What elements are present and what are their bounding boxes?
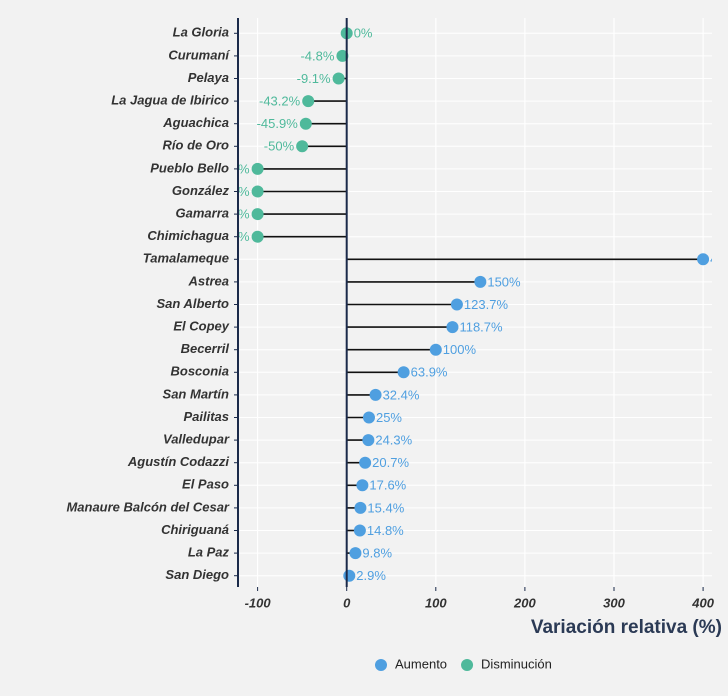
dot — [251, 162, 264, 175]
dot — [349, 547, 362, 560]
x-tick-label: 0 — [343, 595, 351, 610]
dot — [251, 208, 264, 221]
dot — [296, 140, 309, 153]
dot — [251, 230, 264, 243]
value-label: 123.7% — [464, 297, 509, 312]
value-label: 118.7% — [459, 320, 503, 335]
x-tick-label: 300 — [603, 595, 625, 610]
value-label: -100% — [212, 184, 250, 199]
dot — [299, 117, 312, 130]
value-label: -50% — [264, 139, 295, 154]
dot — [446, 321, 459, 334]
dot — [336, 49, 349, 62]
y-tick-label: San Alberto — [157, 296, 230, 311]
value-label: 100% — [443, 342, 477, 357]
dot — [302, 95, 315, 108]
y-tick-label: Pelaya — [188, 70, 229, 85]
y-tick-label: Aguachica — [162, 115, 229, 130]
y-tick-label: Río de Oro — [163, 138, 230, 153]
value-label: -43.2% — [259, 94, 301, 109]
x-tick-label: -100 — [245, 595, 272, 610]
value-label: 9.8% — [362, 546, 392, 561]
dot — [251, 185, 264, 198]
dot — [362, 411, 375, 424]
y-tick-label: Curumaní — [168, 47, 230, 62]
value-label: 17.6% — [369, 478, 406, 493]
y-tick-label: El Copey — [173, 319, 229, 334]
dot — [697, 253, 710, 266]
dot — [332, 72, 345, 85]
value-label: 0% — [354, 26, 373, 41]
x-tick-label: 100 — [425, 595, 447, 610]
legend-label: Disminución — [481, 656, 552, 671]
dot — [450, 298, 463, 311]
y-tick-label: El Paso — [182, 477, 229, 492]
y-tick-label: Tamalameque — [143, 251, 229, 266]
y-tick-label: Bosconia — [170, 364, 229, 379]
y-tick-label: Agustín Codazzi — [127, 454, 229, 469]
y-tick-label: Pailitas — [183, 409, 229, 424]
value-label: -100% — [212, 207, 250, 222]
value-label: -100% — [212, 229, 250, 244]
value-label: 15.4% — [367, 500, 404, 515]
value-label: -45.9% — [257, 116, 299, 131]
y-tick-label: Pueblo Bello — [150, 160, 229, 175]
y-tick-label: Gamarra — [176, 206, 229, 221]
y-tick-label: González — [172, 183, 230, 198]
y-tick-label: San Martín — [163, 386, 230, 401]
y-tick-label: Chimichagua — [147, 228, 229, 243]
legend-swatch — [375, 659, 387, 671]
value-label: 25% — [376, 410, 402, 425]
dot — [353, 524, 366, 537]
y-tick-label: San Diego — [165, 567, 229, 582]
dot — [429, 343, 442, 356]
y-tick-label: Chiriguaná — [161, 522, 229, 537]
y-tick-label: Valledupar — [163, 432, 230, 447]
dot — [397, 366, 410, 379]
y-tick-label: Becerril — [181, 341, 230, 356]
value-label: 14.8% — [367, 523, 404, 538]
x-tick-label: 400 — [691, 595, 714, 610]
dot — [474, 275, 487, 288]
value-label: -9.1% — [297, 71, 331, 86]
dot — [343, 569, 356, 582]
dot — [362, 434, 375, 447]
x-tick-label: 200 — [513, 595, 536, 610]
dot — [354, 501, 367, 514]
value-label: -4.8% — [300, 48, 334, 63]
y-tick-label: La Jagua de Ibirico — [111, 93, 229, 108]
y-tick-label: Astrea — [188, 273, 229, 288]
value-label: 32.4% — [383, 387, 420, 402]
y-tick-label: La Paz — [188, 545, 230, 560]
dot — [369, 388, 382, 401]
dot — [356, 479, 369, 492]
value-label: 63.9% — [411, 365, 448, 380]
value-label: -100% — [212, 161, 250, 176]
dot — [359, 456, 372, 469]
x-axis-label: Variación relativa (%) — [531, 617, 722, 638]
value-label: 20.7% — [372, 455, 409, 470]
plot-area: 400% 150% 123.7% 118.7% 100% 63.9% 32.4% 25% 24.… — [212, 18, 728, 587]
value-label: 24.3% — [375, 433, 412, 448]
value-label: 2.9% — [356, 568, 386, 583]
value-label: 400% — [710, 252, 728, 267]
y-tick-label: Manaure Balcón del Cesar — [66, 499, 229, 514]
value-label: 150% — [487, 274, 521, 289]
legend-label: Aumento — [395, 656, 447, 671]
legend-swatch — [461, 659, 474, 671]
y-tick-label: La Gloria — [173, 25, 229, 40]
